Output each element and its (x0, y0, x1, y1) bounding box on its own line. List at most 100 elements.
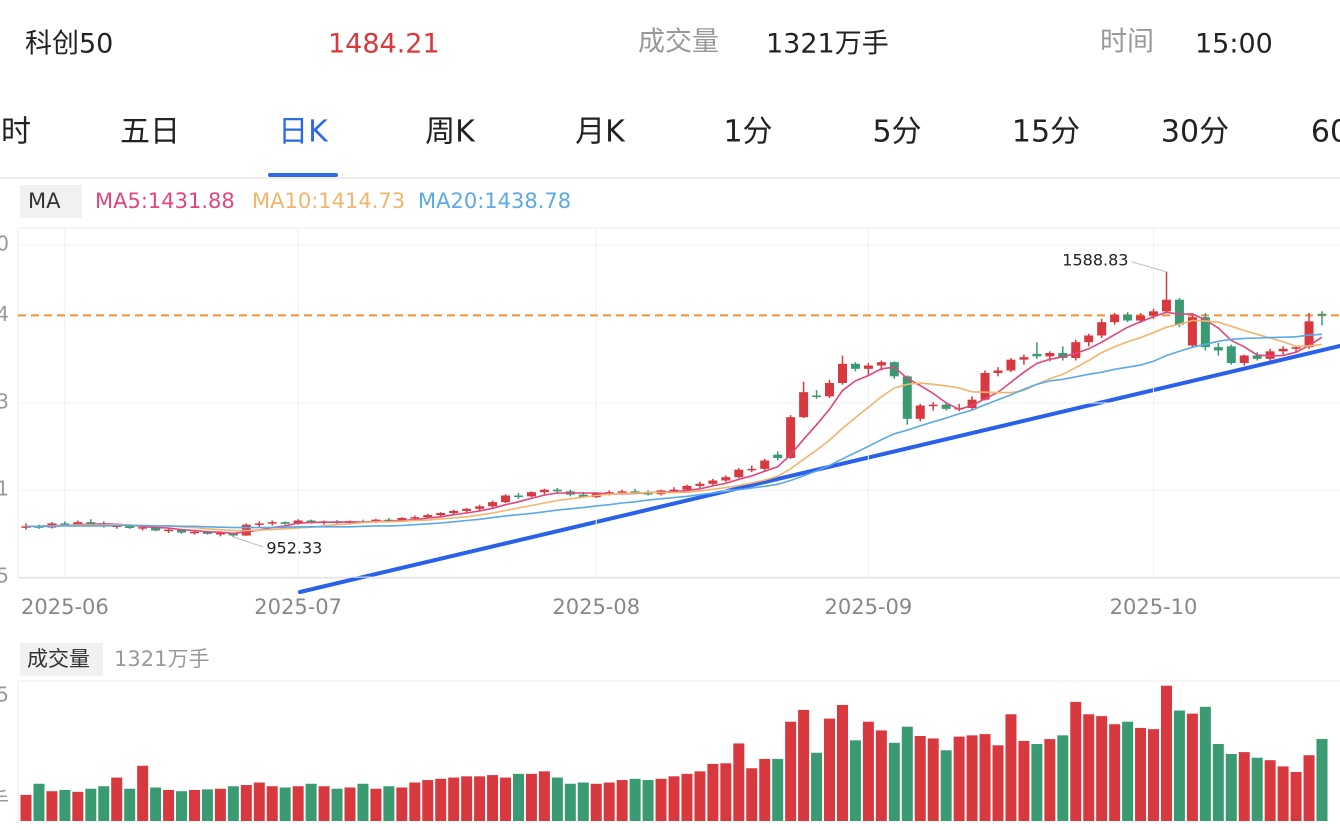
volume-bar (940, 750, 952, 821)
volume-bar (875, 730, 887, 821)
candle-body (669, 489, 679, 492)
time-value: 15:00 (1195, 29, 1273, 60)
volume-bar (707, 763, 719, 821)
volume-bar (46, 791, 58, 821)
candle-body (825, 383, 835, 397)
volume-bar (20, 794, 32, 821)
volume-bar (1122, 721, 1134, 821)
price: 1484.21 (328, 29, 440, 60)
candle-body (1019, 357, 1029, 360)
tab-underline (268, 173, 338, 177)
candle-body (488, 502, 498, 507)
candle-body (1213, 347, 1223, 351)
volume-bar (1148, 729, 1160, 821)
tab[interactable]: 周K (425, 115, 476, 150)
volume-bar (720, 763, 732, 821)
candle-body (1200, 317, 1210, 348)
volume-bar (1096, 716, 1108, 821)
candle-body (293, 520, 303, 524)
x-tick-label: 2025-06 (21, 595, 109, 619)
candle-body (1317, 313, 1327, 316)
volume-panel-label: 成交量 (27, 647, 90, 671)
ma-line (26, 333, 1323, 529)
volume-bar (772, 758, 784, 821)
volume-bar (98, 786, 110, 821)
tab[interactable]: 日K (278, 115, 329, 150)
volume-bar (240, 785, 252, 821)
volume-bar (279, 787, 291, 821)
volume-bar (85, 788, 97, 821)
candle-body (280, 522, 290, 524)
candle-body (1097, 322, 1107, 336)
volume-bar (176, 791, 188, 821)
tab[interactable]: 时 (1, 115, 31, 150)
volume-box (20, 643, 103, 676)
volume-bar (1303, 755, 1315, 821)
volume-bar (811, 752, 823, 821)
volume-bar (1264, 760, 1276, 821)
volume-bar (1186, 713, 1198, 821)
volume-bar (150, 787, 162, 821)
candle-body (501, 495, 511, 503)
volume-bar (849, 740, 861, 821)
volume-bar (1251, 757, 1263, 821)
candle-body (462, 508, 472, 511)
volume-bar (318, 786, 330, 821)
candle-body (1110, 314, 1120, 323)
volume-bar (525, 773, 537, 821)
candle-body (306, 520, 316, 523)
volume-bar (862, 721, 874, 821)
volume-bar (577, 782, 589, 821)
volume-bar (538, 771, 550, 821)
tab[interactable]: 60 (1311, 115, 1340, 150)
candle-body (850, 363, 860, 369)
candle-body (1084, 335, 1094, 343)
legend-entry: MA20:1438.78 (418, 189, 571, 213)
candle-body (125, 525, 135, 528)
volume-bar (124, 788, 136, 821)
candle-body (1252, 355, 1262, 359)
price-line-label: 4 (0, 302, 9, 326)
volume-bar (966, 735, 978, 821)
candle-body (475, 506, 485, 509)
candle-body (980, 373, 990, 400)
candle-body (177, 529, 187, 533)
tab[interactable]: 五日 (120, 115, 180, 150)
legend-entry: MA5:1431.88 (95, 189, 235, 213)
index-name: 科创50 (25, 29, 113, 60)
candle-body (267, 522, 277, 524)
low-leader (233, 536, 264, 548)
volume-bar (992, 745, 1004, 821)
candle-body (151, 527, 161, 531)
volume-bar (137, 765, 149, 821)
volume-tick-label: 5 (0, 683, 9, 707)
y-tick-label: 3 (0, 390, 9, 414)
volume-bar (1238, 752, 1250, 821)
volume-bar (448, 777, 460, 821)
x-tick-label: 2025-08 (552, 595, 640, 619)
tab[interactable]: 15分 (1012, 115, 1080, 150)
volume-tick-label: 手 (0, 788, 9, 812)
volume-bar (331, 788, 343, 821)
volume-bar (253, 782, 265, 821)
volume-panel-value: 1321万手 (114, 647, 209, 671)
candle-body (164, 529, 174, 532)
volume-bar (1316, 739, 1328, 821)
volume-bar (163, 789, 175, 821)
candle-body (915, 405, 925, 419)
volume-bar (927, 738, 939, 821)
volume-bar (798, 709, 810, 821)
ma-line (26, 311, 1323, 535)
volume-bar (901, 726, 913, 821)
candle-body (1149, 311, 1159, 316)
tab[interactable]: 1分 (723, 115, 772, 150)
candle-body (837, 363, 847, 383)
tab[interactable]: 30分 (1161, 115, 1229, 150)
candle-body (215, 533, 225, 535)
tab[interactable]: 5分 (872, 115, 921, 150)
candle-body (1058, 353, 1068, 358)
tab[interactable]: 月K (575, 115, 626, 150)
volume-bar (344, 787, 356, 821)
candle-body (228, 533, 238, 536)
volume-bar (733, 743, 745, 821)
